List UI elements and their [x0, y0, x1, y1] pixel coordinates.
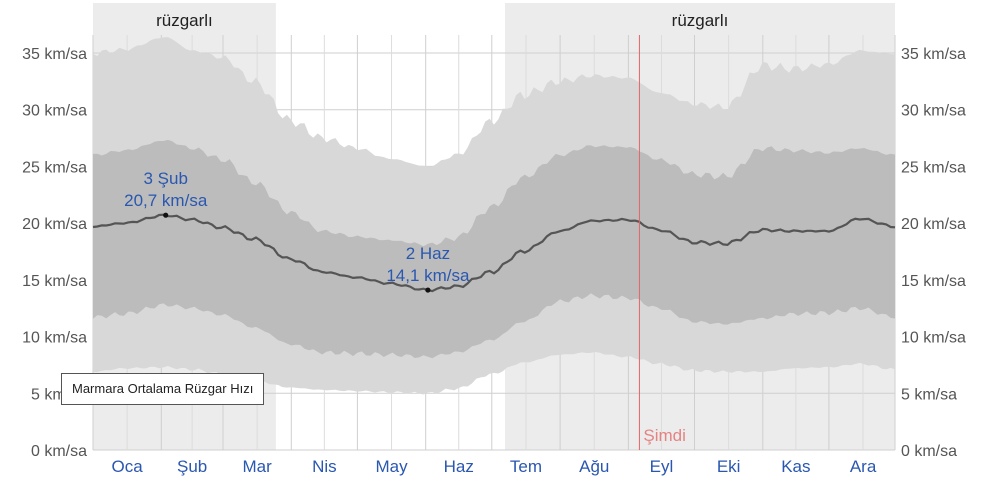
y-axis-right: 0 km/sa 5 km/sa 10 km/sa 15 km/sa 20 km/sa 25… [901, 46, 966, 460]
y-tick-label-right: 20 km/sa [901, 216, 966, 233]
month-label: Tem [510, 457, 542, 476]
month-label: Haz [444, 457, 474, 476]
y-tick-label-left: 35 km/sa [22, 46, 87, 63]
y-tick-label-right: 25 km/sa [901, 159, 966, 176]
annotation-value-2: 14,1 km/sa [386, 266, 470, 285]
month-label: Ağu [579, 457, 609, 476]
y-tick-label-right: 15 km/sa [901, 273, 966, 290]
now-label: Şimdi [643, 426, 686, 445]
y-tick-label-right: 5 km/sa [901, 386, 957, 403]
legend-tooltip: Marmara Ortalama Rüzgar Hızı [61, 373, 265, 405]
wind-bands [93, 37, 895, 395]
annotation-point-1 [163, 212, 169, 218]
month-label: Şub [177, 457, 207, 476]
month-label: Eki [717, 457, 741, 476]
month-label: Mar [243, 457, 273, 476]
annotation-point-2 [425, 287, 431, 293]
month-label: Nis [312, 457, 337, 476]
y-tick-label-left: 10 km/sa [22, 330, 87, 347]
median-series [92, 213, 896, 293]
season-label-1: rüzgarlı [156, 11, 213, 30]
y-tick-label-left: 30 km/sa [22, 103, 87, 120]
y-tick-label-left: 20 km/sa [22, 216, 87, 233]
season-label-2: rüzgarlı [672, 11, 729, 30]
month-label: Oca [112, 457, 144, 476]
y-tick-label-right: 0 km/sa [901, 443, 957, 460]
annotation-date-2: 2 Haz [406, 244, 450, 263]
y-tick-label-right: 10 km/sa [901, 330, 966, 347]
y-tick-label-left: 25 km/sa [22, 159, 87, 176]
month-label: Eyl [650, 457, 674, 476]
month-label: May [375, 457, 408, 476]
month-label: Kas [781, 457, 810, 476]
annotation-value-1: 20,7 km/sa [124, 191, 208, 210]
annotation-date-1: 3 Şub [143, 169, 187, 188]
month-label: Ara [850, 457, 877, 476]
median-line [92, 213, 896, 293]
y-tick-label-left: 15 km/sa [22, 273, 87, 290]
band-25-75 [93, 139, 895, 359]
y-tick-label-left: 0 km/sa [31, 443, 87, 460]
x-axis: Oca Şub Mar Nis May Haz Tem Ağu Eyl Eki Kas Ara [112, 457, 877, 476]
annotations: 3 Şub 20,7 km/sa 2 Haz 14,1 km/sa [124, 169, 470, 293]
now-marker: Şimdi [638, 35, 686, 450]
y-tick-label-right: 30 km/sa [901, 103, 966, 120]
y-tick-label-right: 35 km/sa [901, 46, 966, 63]
